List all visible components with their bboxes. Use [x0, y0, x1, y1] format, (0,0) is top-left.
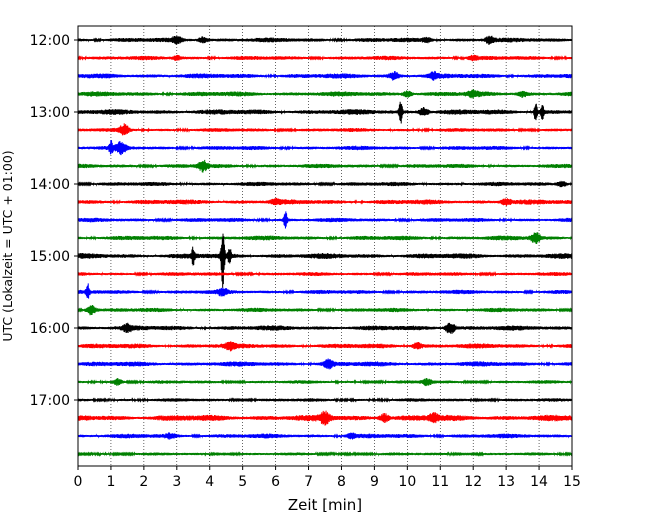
trace-line: [77, 101, 573, 124]
x-tick-label: 1: [106, 474, 115, 490]
x-tick-label: 9: [370, 474, 379, 490]
x-tick-label: 3: [172, 474, 181, 490]
y-tick-label: 12:00: [30, 33, 70, 49]
y-tick-label: 16:00: [30, 321, 70, 337]
trace-line: [77, 211, 573, 229]
y-axis-ticks: 12:00 13:00 14:00 15:00 16:00 17:00: [30, 33, 78, 409]
x-tick-label: 12: [464, 474, 482, 490]
trace-line: [77, 432, 573, 440]
trace-line: [77, 35, 573, 45]
trace-line: [77, 410, 573, 426]
trace-line: [77, 70, 573, 81]
trace-line: [77, 232, 573, 244]
trace-line: [77, 89, 573, 99]
trace-line: [77, 140, 573, 156]
x-tick-label: 13: [497, 474, 515, 490]
y-tick-label: 15:00: [30, 249, 70, 265]
trace-line: [77, 159, 573, 173]
x-tick-label: 7: [304, 474, 313, 490]
plot-frame: [77, 25, 573, 467]
x-tick-label: 14: [530, 474, 548, 490]
trace-line: [77, 397, 573, 403]
x-tick-label: 5: [238, 474, 247, 490]
trace-line: [77, 54, 573, 62]
x-axis-label: Zeit [min]: [288, 496, 362, 514]
y-axis-label: UTC (Lokalzeit = UTC + 01:00): [0, 150, 15, 341]
x-tick-label: 0: [74, 474, 83, 490]
trace-line: [77, 451, 573, 457]
x-tick-label: 10: [398, 474, 416, 490]
x-axis-ticks: 0 1 2 3 4 5 6 7 8 9 10 11 12 13 14 15: [74, 466, 581, 490]
x-tick-label: 15: [563, 474, 581, 490]
trace-line: [77, 341, 573, 352]
trace-line: [77, 123, 573, 136]
x-tick-label: 2: [139, 474, 148, 490]
trace-line: [77, 322, 573, 334]
trace-line: [77, 233, 573, 288]
trace-line: [77, 304, 573, 316]
y-tick-label: 17:00: [30, 393, 70, 409]
x-tick-label: 11: [431, 474, 449, 490]
x-tick-label: 4: [205, 474, 214, 490]
trace-line: [77, 271, 573, 277]
trace-line: [77, 197, 573, 207]
trace-line: [77, 358, 573, 370]
x-tick-label: 6: [271, 474, 280, 490]
trace-line: [77, 378, 573, 387]
trace-line: [77, 283, 573, 299]
y-tick-label: 14:00: [30, 177, 70, 193]
traces: [77, 35, 573, 457]
trace-line: [77, 180, 573, 188]
x-tick-label: 8: [337, 474, 346, 490]
y-tick-label: 13:00: [30, 105, 70, 121]
